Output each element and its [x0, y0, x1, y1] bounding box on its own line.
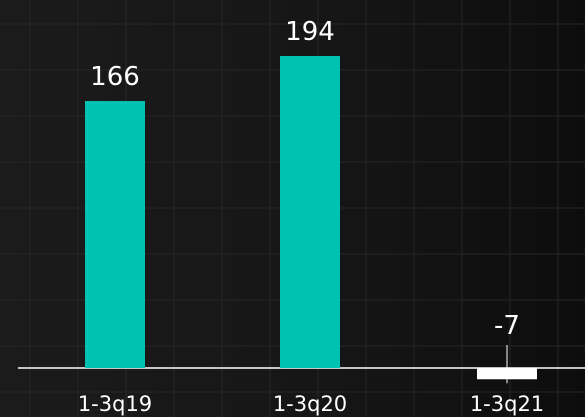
x-tick-label-1-3q20: 1-3q20: [273, 392, 347, 416]
bar-1-3q20: [280, 56, 340, 368]
bar-1-3q19: [85, 101, 145, 368]
data-label-1-3q19: 166: [90, 62, 140, 92]
x-tick-label-1-3q19: 1-3q19: [78, 392, 152, 416]
data-label-1-3q21: -7: [494, 311, 520, 341]
data-label-1-3q20: 194: [285, 17, 335, 47]
x-tick-label-1-3q21: 1-3q21: [470, 392, 544, 416]
